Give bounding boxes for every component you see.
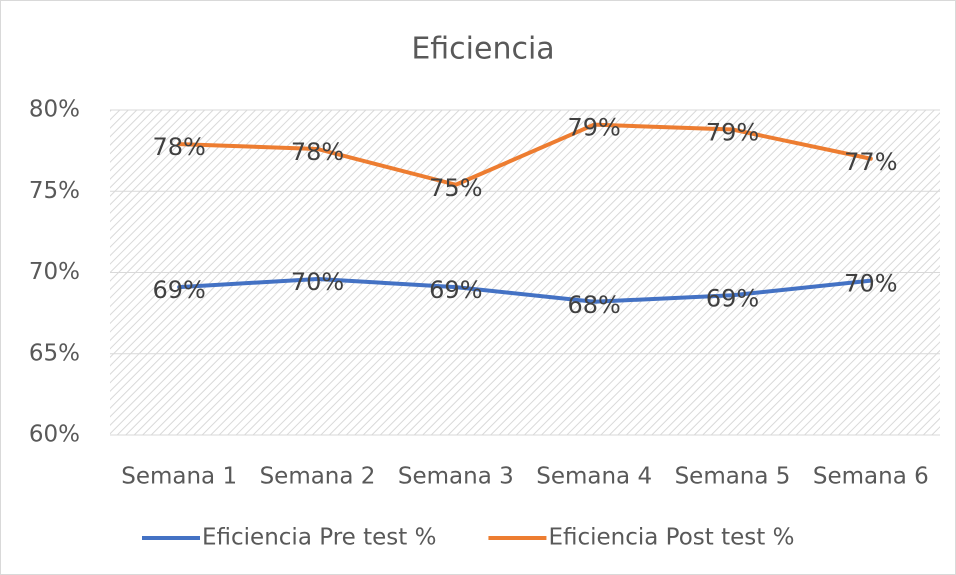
series-line <box>177 277 873 304</box>
data-label: 79% <box>567 114 620 142</box>
data-label: 70% <box>291 268 344 296</box>
data-label: 75% <box>429 174 482 202</box>
data-label: 69% <box>152 276 205 304</box>
y-tick-label: 80% <box>29 97 80 123</box>
data-label: 69% <box>706 284 759 312</box>
chart-title: Eficiencia <box>411 32 554 67</box>
y-tick-label: 60% <box>29 422 80 448</box>
data-label: 78% <box>291 138 344 166</box>
x-tick-label: Semana 5 <box>675 464 791 490</box>
data-label: 79% <box>706 119 759 147</box>
legend-label: Eficiencia Pre test % <box>202 525 436 551</box>
x-tick-label: Semana 1 <box>121 464 237 490</box>
data-label: 70% <box>844 270 897 298</box>
data-label: 68% <box>567 291 620 319</box>
x-tick-label: Semana 3 <box>398 464 514 490</box>
y-tick-label: 75% <box>29 178 80 204</box>
data-label: 78% <box>152 133 205 161</box>
x-tick-label: Semana 2 <box>260 464 376 490</box>
y-tick-label: 65% <box>29 340 80 366</box>
data-label: 69% <box>429 276 482 304</box>
y-tick-label: 70% <box>29 259 80 285</box>
x-tick-label: Semana 4 <box>536 464 652 490</box>
x-tick-label: Semana 6 <box>813 464 929 490</box>
series-line <box>177 122 873 187</box>
data-label: 77% <box>844 148 897 176</box>
legend-label: Eficiencia Post test % <box>548 525 794 551</box>
